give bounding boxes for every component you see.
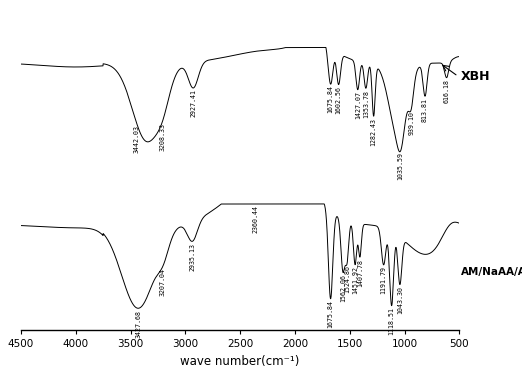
Text: 1035.59: 1035.59: [398, 152, 404, 180]
Text: 813.81: 813.81: [422, 98, 428, 122]
Text: 616.18: 616.18: [444, 79, 449, 103]
Text: 1353.78: 1353.78: [363, 90, 369, 118]
Text: 3442.03: 3442.03: [134, 125, 140, 153]
Text: 1191.79: 1191.79: [381, 266, 386, 294]
Text: 1407.78: 1407.78: [357, 258, 363, 286]
Text: 1427.07: 1427.07: [355, 91, 361, 119]
Text: 1282.43: 1282.43: [371, 117, 376, 146]
Text: 1118.51: 1118.51: [388, 307, 395, 335]
Text: 2360.44: 2360.44: [253, 206, 258, 233]
Text: 1562.06: 1562.06: [340, 274, 346, 302]
Text: 1043.30: 1043.30: [397, 286, 403, 314]
Text: 1602.56: 1602.56: [336, 86, 341, 114]
Text: 2935.13: 2935.13: [189, 243, 195, 271]
Text: 1675.84: 1675.84: [327, 300, 334, 328]
Text: AM/NaAA/AMPS/XBH: AM/NaAA/AMPS/XBH: [460, 267, 522, 277]
X-axis label: wave number(cm⁻¹): wave number(cm⁻¹): [181, 355, 300, 368]
Text: 939.10: 939.10: [408, 111, 414, 135]
Text: 1524.86: 1524.86: [344, 265, 350, 293]
Text: 3207.04: 3207.04: [160, 268, 165, 296]
Text: 1675.84: 1675.84: [327, 86, 334, 113]
Text: 3427.68: 3427.68: [135, 310, 141, 338]
Text: XBH: XBH: [460, 70, 490, 83]
Text: 2927.41: 2927.41: [190, 89, 196, 117]
Text: 1451.92: 1451.92: [352, 266, 358, 294]
Text: 3208.33: 3208.33: [160, 123, 165, 151]
